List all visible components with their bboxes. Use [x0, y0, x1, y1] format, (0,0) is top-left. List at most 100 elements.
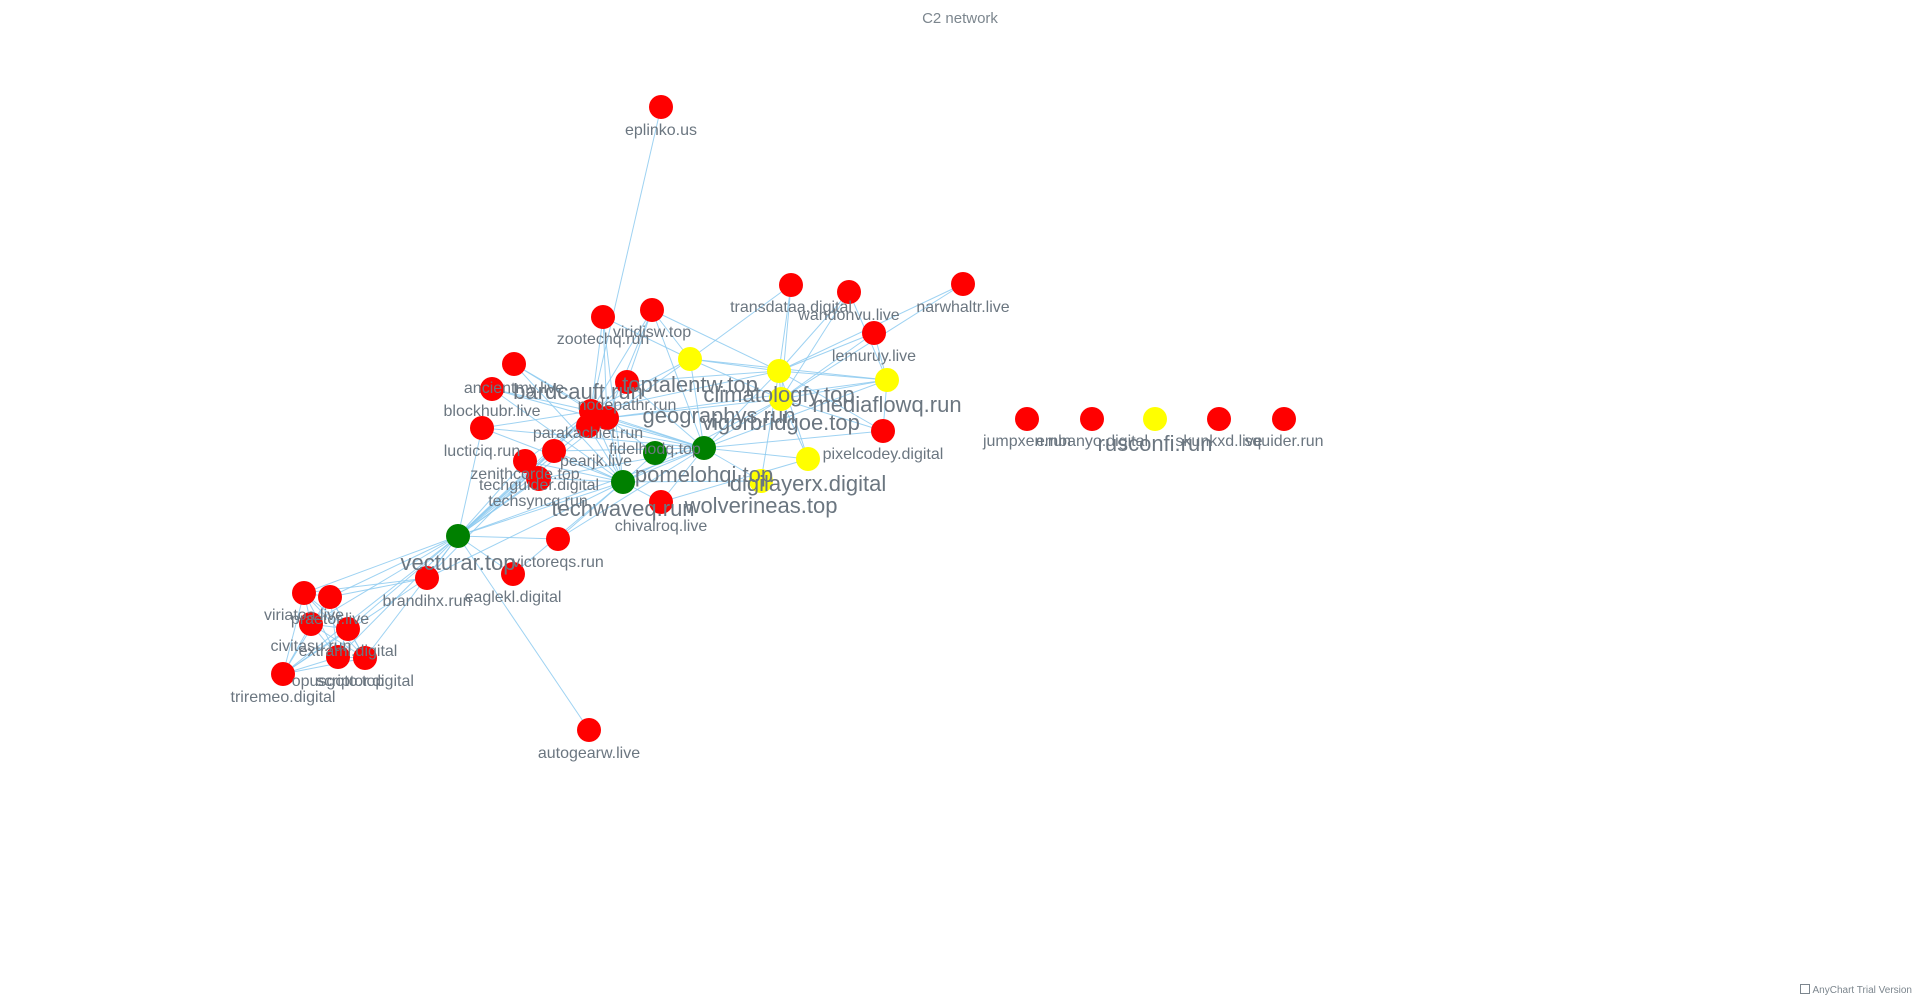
node-transdataa-digital[interactable] [779, 273, 803, 297]
edge-victoreqs-run-pomelohqi-top [557, 447, 705, 540]
edge-viridisw-top-geographys-run [606, 309, 653, 419]
node-mediaflowq-run[interactable] [875, 368, 899, 392]
edge-climatologfy-top-pomelohqi-top [703, 370, 780, 449]
node-wolverineas-top[interactable] [749, 469, 773, 493]
node-vigorbridgoe-top[interactable] [769, 387, 793, 411]
node-toptalentw-top[interactable] [678, 347, 702, 371]
edge-vigorbridgoe-top-pomelohqi-top [703, 398, 782, 449]
edge-zootechq-run-techwaveq-run [602, 316, 624, 483]
edge-wolverineas-top-techwaveq-run [622, 480, 762, 483]
node-blockhubr-live[interactable] [480, 377, 504, 401]
node-lucticiq-run[interactable] [470, 416, 494, 440]
node-fidelhodq-top[interactable] [643, 441, 667, 465]
edge-zenithcorde-top-vecturar-top [457, 460, 526, 537]
node-viridisw-top[interactable] [640, 298, 664, 322]
node-label-techguider-digital: techguider.digital [479, 477, 599, 494]
node-autogearw-live[interactable] [577, 718, 601, 742]
node-triremeo-digital[interactable] [271, 662, 295, 686]
node-label-civitasu-run: civitasu.run [271, 638, 352, 655]
edge-pearjk-live-pomelohqi-top [553, 447, 705, 452]
edge-victoreqs-run-vecturar-top [457, 535, 559, 540]
node-chivalroq-live[interactable] [649, 490, 673, 514]
edge-blockhubr-live-bardcauft-run [491, 388, 592, 412]
edge-mediaflowq-run-pomelohqi-top [703, 379, 888, 449]
node-rusconfi-run[interactable] [1143, 407, 1167, 431]
node-techwaveq-run[interactable] [611, 470, 635, 494]
node-label-embanyo-digital: embanyo.digital [1036, 433, 1148, 450]
node-label-parakachiet-run: parakachiet.run [533, 425, 643, 442]
node-climatologfy-top[interactable] [767, 359, 791, 383]
node-lemuruy-live[interactable] [862, 321, 886, 345]
node-brandihx-run[interactable] [415, 566, 439, 590]
edge-chivalroq-live-digilayerx-digital [660, 458, 809, 503]
edge-nodepathr-run-climatologfy-top [626, 370, 780, 383]
node-civitasu-run[interactable] [299, 612, 323, 636]
node-label-lucticiq-run: lucticiq.run [444, 443, 520, 460]
edge-techwaveq-run-pomelohqi-top [622, 447, 705, 483]
credits-text[interactable]: AnyChart Trial Version [1799, 984, 1913, 996]
node-victoreqs-run[interactable] [546, 527, 570, 551]
node-label-pearjk-live: pearjk.live [560, 453, 632, 470]
node-label-ancientmy-live: ancientmy.live [464, 380, 564, 397]
node-pearjk-live[interactable] [542, 439, 566, 463]
node-pixelcodey-digital[interactable] [871, 419, 895, 443]
edge-lucticiq-run-bardcauft-run [481, 410, 592, 429]
node-viriatoa-live[interactable] [292, 581, 316, 605]
edge-nodepathr-run-pomelohqi-top [626, 381, 705, 449]
node-embanyo-digital[interactable] [1080, 407, 1104, 431]
node-vecturar-top[interactable] [446, 524, 470, 548]
node-techsyncq-run[interactable] [526, 466, 550, 490]
node-label-pomelohqi-top: pomelohqi.top [635, 462, 773, 487]
edge-vecturar-top-opusgoto-top [337, 535, 459, 658]
edge-toptalentw-top-pomelohqi-top [689, 358, 705, 449]
node-zootechq-run[interactable] [591, 305, 615, 329]
edge-lemuruy-live-vigorbridgoe-top [780, 332, 875, 400]
node-digilayerx-digital[interactable] [796, 447, 820, 471]
node-label-autogearw-live: autogearw.live [538, 745, 640, 762]
edge-pixelcodey-digital-vigorbridgoe-top [780, 398, 884, 432]
edge-transdataa-digital-climatologfy-top [778, 284, 792, 372]
node-wandonvu-live[interactable] [837, 280, 861, 304]
node-opusgoto-top[interactable] [326, 645, 350, 669]
edge-toptalentw-top-vigorbridgoe-top [689, 358, 782, 400]
node-extrami-digital[interactable] [336, 617, 360, 641]
node-skunkxd-live[interactable] [1207, 407, 1231, 431]
edge-transdataa-digital-toptalentw-top [689, 284, 792, 360]
edge-wandonvu-live-climatologfy-top [778, 291, 850, 372]
node-nodepathr-run[interactable] [615, 370, 639, 394]
node-squider-run[interactable] [1272, 407, 1296, 431]
edge-viriatoa-live-scriptor-digital [303, 592, 366, 659]
node-jumpxen-run[interactable] [1015, 407, 1039, 431]
edge-praetor-live-triremeo-digital [282, 596, 331, 675]
edge-techguider-digital-pomelohqi-top [538, 447, 705, 480]
node-narwhaltr-live[interactable] [951, 272, 975, 296]
node-scriptor-digital[interactable] [353, 646, 377, 670]
node-geographys-run[interactable] [595, 406, 619, 430]
node-parakachiet-run[interactable] [576, 414, 600, 438]
node-label-wandonvu-live: wandonvu.live [797, 307, 900, 324]
edge-vecturar-top-scriptor-digital [364, 535, 459, 659]
edge-brandihx-run-praetor-live [329, 577, 428, 598]
node-eaglekl-digital[interactable] [501, 562, 525, 586]
node-label-zenithcorde-top: zenithcorde.top [470, 466, 580, 483]
node-zenithcorde-top[interactable] [513, 449, 537, 473]
node-label-climatologfy-top: climatologfy.top [703, 382, 854, 407]
edge-viridisw-top-bardcauft-run [590, 309, 653, 412]
edge-autogearw-live-vecturar-top [457, 535, 590, 731]
node-label-extrami-digital: extrami.digital [299, 643, 398, 660]
node-pomelohqi-top[interactable] [692, 436, 716, 460]
node-label-techwaveq-run: techwaveq.run [551, 496, 694, 521]
node-label-pixelcodey-digital: pixelcodey.digital [823, 446, 944, 463]
node-praetor-live[interactable] [318, 585, 342, 609]
node-eplinko-us[interactable] [649, 95, 673, 119]
credits-label: AnyChart Trial Version [1812, 985, 1913, 996]
node-ancientmy-live[interactable] [502, 352, 526, 376]
edge-techsyncq-run-techwaveq-run [537, 477, 624, 483]
edges-layer [282, 106, 964, 731]
edge-lemuruy-live-climatologfy-top [778, 332, 875, 372]
chart-icon [1799, 984, 1810, 994]
node-label-viridisw-top: viridisw.top [613, 324, 691, 341]
node-label-digilayerx-digital: digilayerx.digital [730, 471, 887, 496]
